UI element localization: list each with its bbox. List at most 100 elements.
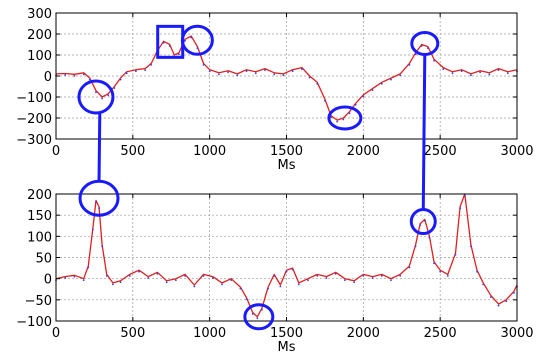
data-point — [325, 277, 328, 279]
y-tick-label: −100 — [16, 315, 52, 330]
y-tick-label: 0 — [44, 273, 52, 288]
data-point — [82, 73, 85, 76]
data-point — [336, 120, 339, 123]
data-point — [513, 291, 515, 294]
data-point — [439, 270, 442, 273]
y-tick-label: 300 — [27, 7, 52, 22]
marker-circle-trough — [77, 79, 115, 115]
data-point — [107, 94, 110, 97]
data-point — [119, 78, 122, 81]
data-point — [254, 72, 257, 75]
signal-line — [55, 193, 518, 318]
data-point — [489, 296, 492, 298]
data-point — [135, 70, 137, 73]
data-point — [380, 275, 383, 277]
data-point — [273, 275, 276, 277]
y-tick-label: 100 — [27, 49, 52, 64]
marker-circle-dip — [327, 105, 363, 131]
data-point — [420, 45, 423, 47]
data-point — [297, 283, 300, 286]
x-tick-label: 2500 — [424, 326, 457, 341]
data-point — [261, 308, 263, 311]
y-tick-label: 200 — [27, 28, 52, 43]
connector-left — [97, 112, 102, 182]
marker-square — [156, 24, 185, 59]
data-point — [362, 275, 365, 277]
data-point — [463, 194, 466, 197]
data-point — [147, 277, 150, 279]
data-point — [442, 68, 445, 70]
data-point — [451, 72, 454, 75]
y-tick-label: −200 — [16, 112, 52, 127]
data-point — [82, 279, 85, 282]
data-point — [264, 69, 266, 72]
data-point — [239, 287, 242, 290]
data-point — [291, 268, 294, 271]
data-point — [428, 236, 431, 239]
data-point — [506, 72, 509, 75]
data-point — [178, 53, 180, 56]
data-point — [113, 87, 116, 89]
data-point — [279, 285, 282, 288]
data-point — [446, 275, 449, 277]
data-point — [273, 73, 276, 76]
x-tick-label: 1500 — [270, 326, 303, 341]
x-tick-label: 0 — [52, 144, 60, 159]
data-point — [497, 304, 500, 307]
data-point — [128, 275, 131, 277]
y-tick-label: −300 — [16, 133, 52, 148]
data-point — [64, 277, 67, 279]
data-point — [95, 200, 97, 203]
data-point — [211, 277, 214, 279]
data-point — [165, 281, 168, 284]
data-point — [236, 74, 239, 77]
data-point — [470, 245, 472, 248]
data-point — [202, 64, 205, 66]
data-point — [324, 99, 326, 102]
data-point — [459, 207, 462, 210]
data-point — [230, 279, 233, 282]
data-point — [64, 74, 67, 76]
data-point — [371, 277, 374, 279]
data-point — [482, 283, 485, 286]
data-point — [168, 45, 171, 47]
data-point — [227, 71, 230, 74]
data-point — [125, 72, 128, 75]
data-point — [73, 275, 76, 278]
data-point — [343, 279, 346, 282]
data-point — [348, 112, 351, 115]
data-point — [285, 270, 288, 273]
data-point — [138, 270, 140, 273]
marker-circle-rise — [410, 30, 440, 56]
data-point — [184, 275, 186, 277]
data-point — [414, 53, 417, 56]
data-point — [399, 275, 402, 277]
y-tick-label: 150 — [27, 209, 52, 224]
x-tick-label: 1500 — [270, 144, 303, 159]
x-axis-label: Ms — [278, 158, 296, 173]
y-tick-label: 50 — [35, 252, 52, 267]
data-point — [101, 245, 103, 248]
data-point — [433, 262, 435, 265]
data-point — [190, 36, 193, 39]
x-tick-label: 2000 — [347, 144, 380, 159]
data-point — [334, 272, 337, 275]
data-point — [282, 74, 285, 77]
data-point — [390, 78, 392, 81]
data-point — [291, 70, 294, 73]
data-point — [73, 74, 76, 77]
data-point — [342, 118, 345, 121]
data-point — [98, 207, 100, 210]
data-point — [371, 89, 374, 91]
data-point — [221, 283, 223, 286]
data-point — [105, 275, 108, 277]
x-tick-label: 0 — [52, 326, 60, 341]
data-point — [300, 68, 303, 70]
data-point — [460, 70, 463, 73]
marker-circle-valley — [243, 303, 275, 331]
data-point — [414, 245, 417, 248]
data-point — [251, 313, 254, 315]
marker-circle-peak — [180, 24, 214, 56]
y-tick-label: 200 — [27, 188, 52, 203]
